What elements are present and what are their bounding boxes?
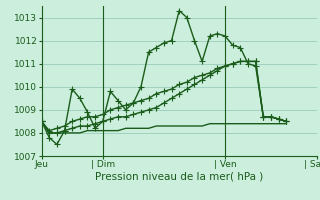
X-axis label: Pression niveau de la mer( hPa ): Pression niveau de la mer( hPa ) xyxy=(95,172,263,182)
